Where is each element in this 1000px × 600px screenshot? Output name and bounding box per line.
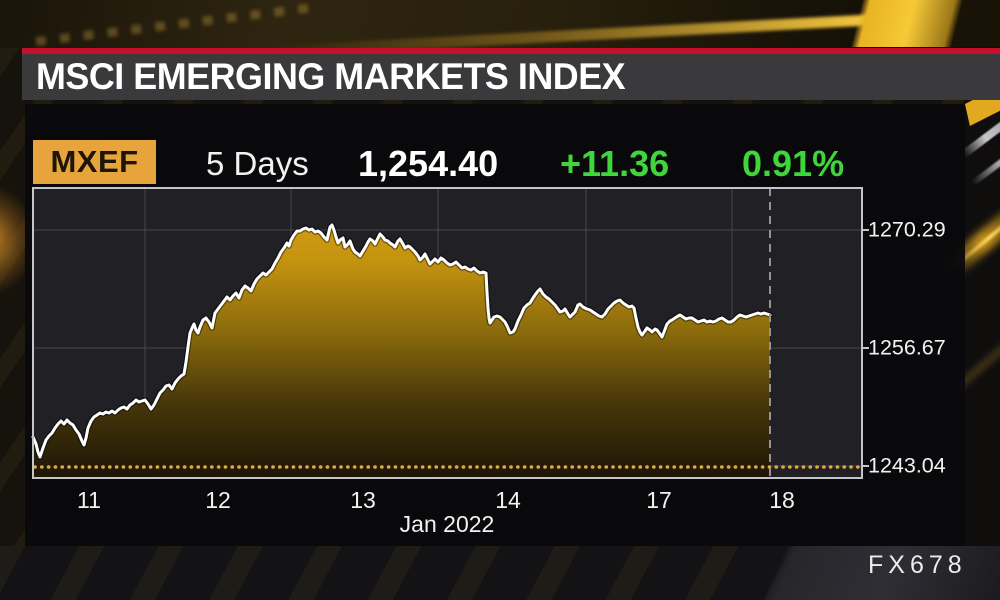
background-right-column [937,48,1000,548]
headline-bar: MSCI EMERGING MARKETS INDEX [22,48,1000,100]
ticker-symbol: MXEF [50,144,139,179]
gold-dotted-streak [35,2,315,47]
x-tick-label: 18 [769,487,795,513]
gold-wedge-top-right [810,0,1000,47]
y-tick-label: 1270.29 [868,217,946,242]
page-title: MSCI EMERGING MARKETS INDEX [36,56,626,97]
x-tick-label: 12 [205,487,231,513]
range-label: 5 Days [206,145,309,182]
last-price: 1,254.40 [358,143,499,184]
x-tick-label: 14 [495,487,521,513]
x-tick-label: 11 [77,487,101,513]
silver-streak-2 [970,148,1000,186]
watermark: FX678 [868,551,967,579]
red-accent-strip [22,48,1000,54]
x-tick-label: 17 [646,487,672,513]
ticker-symbol-badge: MXEF [33,140,156,184]
y-tick-label: 1243.04 [868,453,946,478]
background-top-band [0,0,1000,57]
y-tick-label: 1256.67 [868,335,946,360]
background-bottom-band [0,546,1000,600]
x-axis-title: Jan 2022 [399,511,495,537]
silver-streak [960,114,1000,158]
price-change: +11.36 [560,143,670,184]
x-tick-label: 13 [350,487,376,513]
gray-wedge-bottom-right [640,546,1000,600]
price-change-percent: 0.91% [742,143,845,184]
